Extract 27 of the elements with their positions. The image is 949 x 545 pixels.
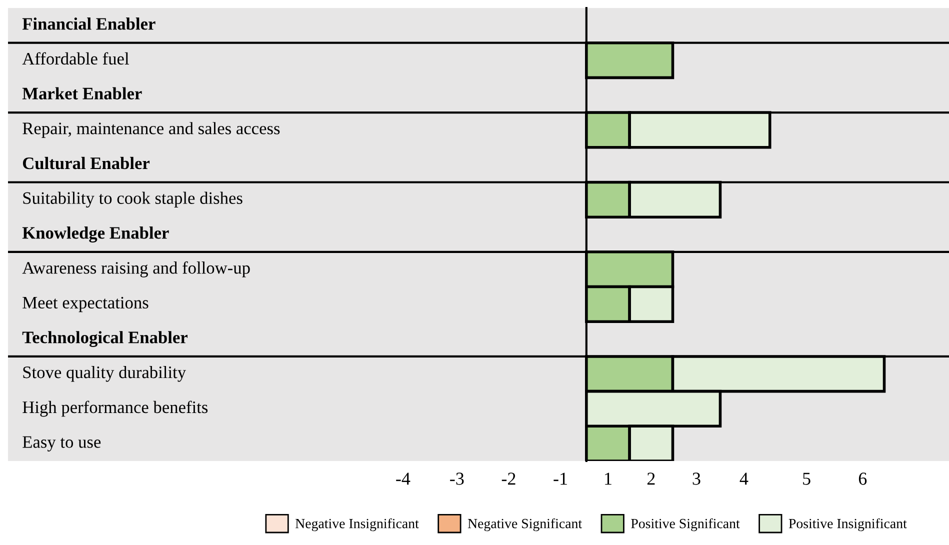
x-tick-label: -3 [450, 472, 464, 485]
y-tick-label: Suitability to cook staple dishes [23, 192, 242, 208]
y-tick-label: Financial Enabler [22, 18, 156, 30]
legend-label: Positive Insignificant [788, 518, 907, 532]
y-tick-label: Affordable fuel [22, 52, 129, 65]
legend-label: Positive Significant [631, 518, 740, 532]
y-tick-label: Stove quality durability [23, 366, 186, 382]
y-tick-label: High performance benefits [22, 400, 208, 417]
x-tick-label: -2 [502, 472, 516, 485]
legend-label: Negative Insignificant [296, 518, 419, 532]
y-tick-label: Meet expectations [22, 296, 148, 312]
y-tick-label: Market Enabler [22, 87, 142, 100]
y-tick-label: Repair, maintenance and sales access [22, 122, 280, 138]
x-tick-label: -1 [554, 472, 567, 485]
x-tick-label: 1 [605, 472, 612, 485]
legend-label: Negative Significant [468, 518, 582, 532]
x-tick-label: 2 [647, 472, 655, 485]
y-tick-label: Easy to use [22, 436, 101, 452]
y-tick-label: Cultural Enabler [22, 156, 150, 170]
x-tick-label: 4 [740, 472, 748, 485]
x-tick-label: 6 [858, 472, 867, 485]
x-tick-label: -4 [396, 472, 410, 485]
x-tick-label: 3 [692, 472, 700, 485]
y-tick-label: Technological Enabler [22, 331, 188, 347]
y-tick-label: Knowledge Enabler [22, 226, 169, 242]
y-tick-label: Awareness raising and follow-up [22, 261, 250, 278]
x-tick-label: 5 [803, 472, 810, 485]
